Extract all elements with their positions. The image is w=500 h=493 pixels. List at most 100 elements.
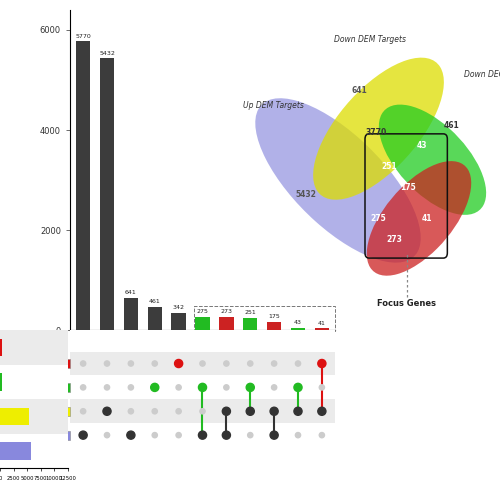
Bar (196, 317, 209, 330)
Circle shape (224, 385, 229, 390)
Bar (172, 313, 186, 330)
Circle shape (79, 431, 87, 439)
Text: 641: 641 (352, 86, 368, 95)
Circle shape (270, 407, 278, 415)
Bar (76, 41, 90, 330)
Circle shape (152, 432, 158, 438)
Text: 273: 273 (220, 309, 232, 314)
Text: Focus Genes: Focus Genes (238, 375, 292, 385)
Circle shape (128, 361, 134, 366)
Text: 41: 41 (422, 214, 432, 223)
Text: Up DEGs: Up DEGs (25, 360, 56, 366)
Circle shape (80, 385, 86, 390)
Text: 5432: 5432 (295, 190, 316, 199)
Text: 275: 275 (196, 309, 208, 314)
Bar (194, 306, 335, 331)
Circle shape (319, 432, 324, 438)
Text: 175: 175 (268, 314, 280, 319)
Circle shape (248, 432, 253, 438)
Circle shape (80, 409, 86, 414)
Text: 342: 342 (172, 306, 184, 311)
Circle shape (318, 407, 326, 415)
Text: Down DEGs: Down DEGs (15, 385, 56, 390)
FancyBboxPatch shape (57, 407, 70, 416)
Circle shape (127, 431, 135, 439)
Circle shape (270, 431, 278, 439)
Text: Down DEGs: Down DEGs (464, 70, 500, 79)
Bar (0, 399, 68, 434)
Bar (124, 298, 138, 330)
Text: Down DEM Targets: Down DEM Targets (334, 35, 406, 44)
FancyBboxPatch shape (57, 430, 70, 440)
Bar (0, 374, 2, 390)
Text: Up DEM Targets: Up DEM Targets (0, 432, 56, 438)
Text: 43: 43 (294, 320, 302, 325)
Circle shape (296, 361, 300, 366)
Circle shape (128, 409, 134, 414)
Text: Down DEM Targets: Down DEM Targets (0, 408, 56, 414)
Circle shape (104, 385, 110, 390)
Circle shape (200, 361, 205, 366)
Circle shape (246, 384, 254, 391)
Circle shape (224, 361, 229, 366)
Circle shape (176, 432, 182, 438)
Circle shape (294, 384, 302, 391)
Bar (148, 307, 162, 330)
Text: 461: 461 (444, 121, 460, 130)
Circle shape (294, 407, 302, 415)
Circle shape (128, 385, 134, 390)
Text: Focus Genes: Focus Genes (378, 299, 436, 309)
Circle shape (150, 384, 159, 391)
Text: 41: 41 (318, 320, 326, 325)
Text: 251: 251 (244, 310, 256, 315)
Circle shape (296, 432, 300, 438)
Bar (314, 328, 329, 330)
Bar (243, 318, 258, 330)
Circle shape (246, 407, 254, 415)
Circle shape (198, 431, 206, 439)
Ellipse shape (256, 98, 420, 263)
Text: 3770: 3770 (365, 128, 386, 137)
Circle shape (222, 431, 230, 439)
Circle shape (272, 385, 276, 390)
FancyBboxPatch shape (57, 359, 70, 368)
Circle shape (222, 407, 230, 415)
Text: 175: 175 (400, 183, 416, 192)
Circle shape (103, 407, 111, 415)
Circle shape (272, 361, 276, 366)
Bar (219, 317, 234, 330)
Circle shape (318, 359, 326, 368)
Text: 273: 273 (387, 235, 402, 244)
Bar (100, 58, 114, 330)
Bar (0, 330, 68, 365)
Ellipse shape (379, 105, 486, 215)
Text: 461: 461 (149, 299, 160, 305)
Bar (70, 352, 335, 376)
Circle shape (152, 409, 158, 414)
Bar (70, 399, 335, 423)
Circle shape (319, 385, 324, 390)
Text: 5432: 5432 (99, 51, 115, 56)
Text: 342: 342 (462, 217, 478, 226)
Bar (0, 339, 2, 356)
Text: 641: 641 (125, 290, 137, 295)
FancyBboxPatch shape (57, 383, 70, 392)
Bar (0, 443, 31, 459)
Circle shape (248, 361, 253, 366)
Circle shape (152, 361, 158, 366)
Bar (0, 408, 30, 425)
Text: 5770: 5770 (76, 34, 91, 38)
Circle shape (176, 409, 182, 414)
Ellipse shape (313, 58, 444, 200)
Bar (267, 321, 281, 330)
Circle shape (198, 384, 206, 391)
Circle shape (80, 361, 86, 366)
Circle shape (104, 361, 110, 366)
Text: 275: 275 (370, 214, 386, 223)
Circle shape (174, 359, 182, 368)
Text: Up DEM Targets: Up DEM Targets (243, 101, 304, 110)
Text: 251: 251 (382, 162, 397, 171)
Circle shape (104, 432, 110, 438)
Ellipse shape (367, 161, 471, 276)
Circle shape (176, 385, 182, 390)
